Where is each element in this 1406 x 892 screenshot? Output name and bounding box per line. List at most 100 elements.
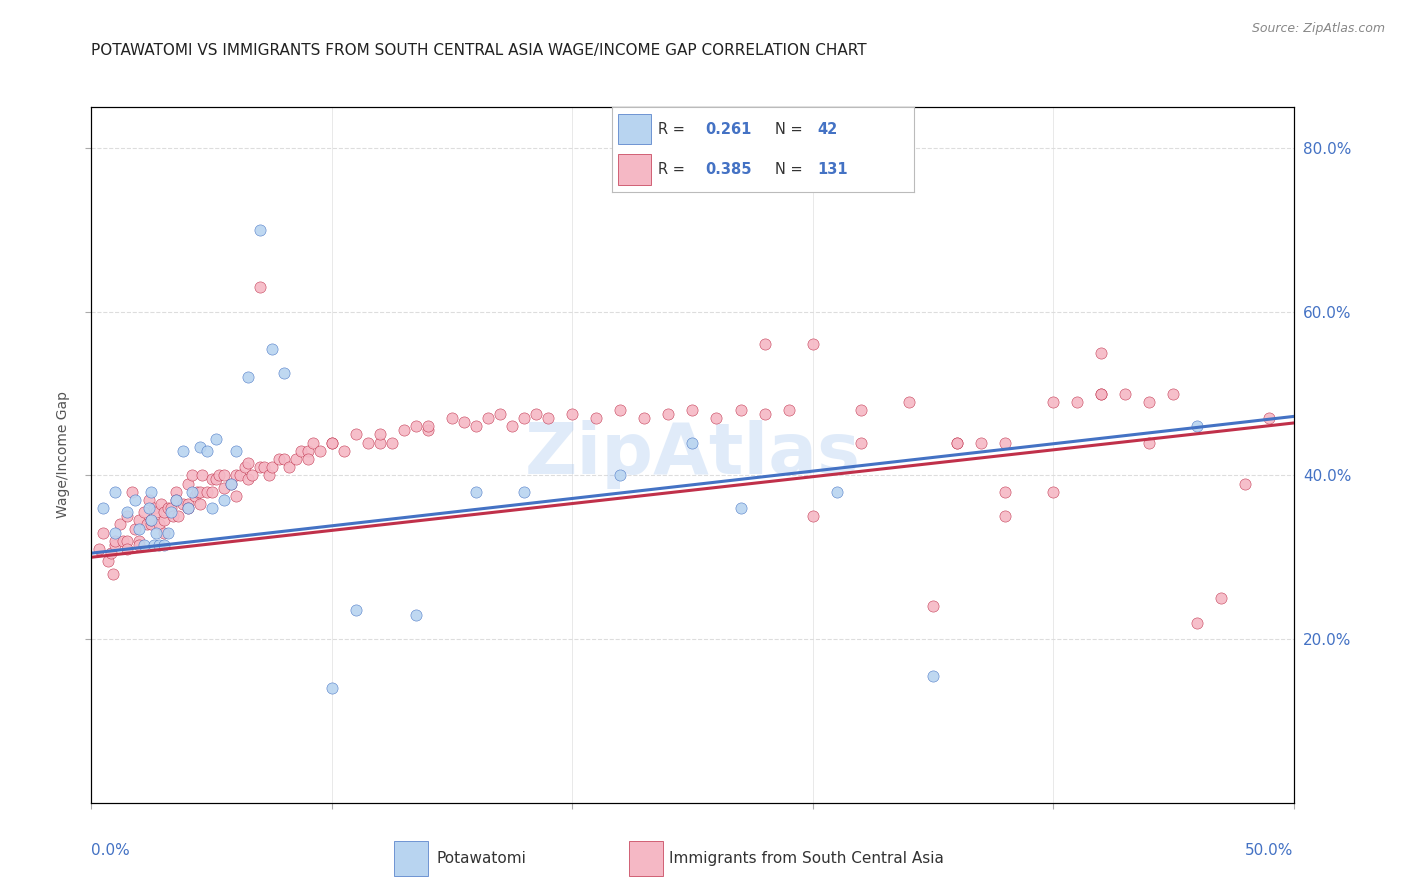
Point bbox=[301, 435, 323, 450]
Point bbox=[465, 419, 488, 434]
Point bbox=[1114, 386, 1136, 401]
Point bbox=[124, 522, 146, 536]
Point bbox=[273, 452, 295, 467]
Point bbox=[344, 427, 367, 442]
Point bbox=[297, 452, 319, 467]
Point bbox=[191, 468, 214, 483]
Point bbox=[128, 533, 150, 548]
Point bbox=[801, 337, 824, 351]
Point bbox=[277, 460, 299, 475]
Point bbox=[249, 460, 271, 475]
FancyBboxPatch shape bbox=[628, 841, 662, 876]
Point bbox=[1137, 435, 1160, 450]
Point bbox=[946, 435, 969, 450]
Point bbox=[1137, 394, 1160, 409]
Point bbox=[172, 497, 194, 511]
Point bbox=[104, 533, 127, 548]
Point bbox=[145, 505, 167, 519]
Text: N =: N = bbox=[775, 121, 807, 136]
Point bbox=[152, 505, 174, 519]
Point bbox=[162, 509, 184, 524]
FancyBboxPatch shape bbox=[617, 154, 651, 185]
Point bbox=[142, 538, 165, 552]
Text: 0.0%: 0.0% bbox=[91, 843, 131, 858]
Point bbox=[609, 468, 631, 483]
Point bbox=[110, 517, 132, 532]
Point bbox=[1161, 386, 1184, 401]
Point bbox=[368, 435, 391, 450]
Text: 0.261: 0.261 bbox=[706, 121, 752, 136]
Point bbox=[1066, 394, 1088, 409]
Point bbox=[1042, 484, 1064, 499]
Text: R =: R = bbox=[658, 121, 690, 136]
Point bbox=[195, 484, 218, 499]
Point bbox=[165, 492, 187, 507]
Point bbox=[97, 554, 120, 568]
Point bbox=[134, 538, 156, 552]
Point bbox=[188, 484, 211, 499]
Point bbox=[657, 407, 679, 421]
Point bbox=[730, 501, 752, 516]
Point bbox=[994, 435, 1017, 450]
Point bbox=[87, 542, 110, 557]
Text: R =: R = bbox=[658, 162, 690, 178]
FancyBboxPatch shape bbox=[617, 114, 651, 145]
Point bbox=[801, 509, 824, 524]
Point bbox=[416, 423, 439, 437]
Point bbox=[184, 489, 207, 503]
Text: 0.385: 0.385 bbox=[706, 162, 752, 178]
Point bbox=[212, 468, 235, 483]
Point bbox=[1090, 386, 1112, 401]
Point bbox=[150, 497, 173, 511]
Point bbox=[585, 411, 607, 425]
Point bbox=[405, 419, 427, 434]
Point bbox=[148, 517, 170, 532]
Y-axis label: Wage/Income Gap: Wage/Income Gap bbox=[56, 392, 70, 518]
Point bbox=[249, 280, 271, 294]
Point bbox=[186, 484, 208, 499]
Point bbox=[104, 538, 127, 552]
Point bbox=[100, 546, 122, 560]
Point bbox=[561, 407, 583, 421]
Point bbox=[392, 423, 415, 437]
Point bbox=[242, 468, 264, 483]
Point bbox=[778, 403, 800, 417]
Point bbox=[212, 492, 235, 507]
Point bbox=[357, 435, 380, 450]
Point bbox=[453, 415, 475, 429]
Point bbox=[225, 443, 247, 458]
Point bbox=[297, 443, 319, 458]
Point bbox=[946, 435, 969, 450]
Point bbox=[236, 456, 259, 470]
Point bbox=[128, 522, 150, 536]
Point bbox=[134, 505, 156, 519]
Point bbox=[501, 419, 523, 434]
Point bbox=[142, 501, 165, 516]
Text: Immigrants from South Central Asia: Immigrants from South Central Asia bbox=[669, 851, 943, 866]
Point bbox=[141, 517, 163, 532]
Point bbox=[681, 403, 703, 417]
Point bbox=[681, 435, 703, 450]
Point bbox=[321, 435, 343, 450]
Point bbox=[1187, 615, 1209, 630]
Point bbox=[205, 473, 228, 487]
Text: Source: ZipAtlas.com: Source: ZipAtlas.com bbox=[1251, 22, 1385, 36]
Point bbox=[104, 525, 127, 540]
Point bbox=[128, 538, 150, 552]
Point bbox=[159, 501, 181, 516]
Point bbox=[141, 513, 163, 527]
Point bbox=[253, 460, 276, 475]
Point bbox=[1258, 411, 1281, 425]
Point bbox=[260, 342, 283, 356]
Point bbox=[167, 509, 190, 524]
Point bbox=[157, 525, 180, 540]
Point bbox=[922, 669, 945, 683]
Point bbox=[111, 533, 134, 548]
Point bbox=[1211, 591, 1233, 606]
Point bbox=[994, 484, 1017, 499]
Point bbox=[101, 566, 124, 581]
Point bbox=[321, 681, 343, 696]
Point bbox=[1187, 419, 1209, 434]
Point bbox=[970, 435, 993, 450]
Point bbox=[145, 525, 167, 540]
